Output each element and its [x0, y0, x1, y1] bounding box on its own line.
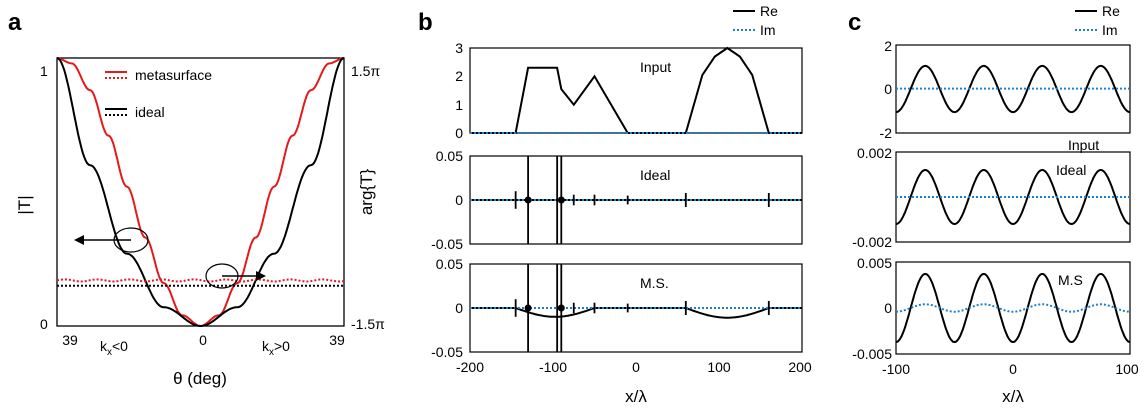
legend-ideal: ideal [135, 104, 165, 120]
a-xlabel: θ (deg) [173, 369, 227, 388]
a-kx-neg-k: k [100, 338, 108, 354]
panel-letter-c: c [848, 9, 861, 36]
c-label-input: Input [1068, 137, 1099, 153]
a-right-arrow-annotation [205, 263, 266, 289]
b-label-input: Input [640, 59, 671, 75]
c-legend-re: Re [1102, 3, 1120, 19]
a-ylabel-right: arg{T} [357, 169, 376, 216]
b-ytick-top-2: 2 [455, 68, 463, 84]
b-input-frame [469, 47, 803, 134]
a-ytick-right-0: -1.5π [351, 316, 385, 332]
b-ytick-top-1: 1 [455, 97, 463, 113]
b-xticks: -200 -100 0 100 200 [456, 359, 812, 375]
a-series-metasurface-dotted [56, 278, 345, 283]
b-ms-re-line [470, 307, 802, 319]
a-series-metasurface-solid [56, 57, 345, 328]
c-ytick-top-0: -2 [880, 125, 893, 141]
b-label-ms: M.S. [640, 275, 669, 291]
b-ideal-dot-0 [524, 196, 532, 204]
a-kx-pos-k: k [262, 338, 270, 354]
c-xlabel: x/λ [1002, 387, 1024, 406]
panel-b-plot [470, 46, 802, 352]
b-ideal-dot-1 [557, 196, 565, 204]
c-ytick-mid-1: 0.002 [857, 145, 892, 161]
a-ytick-left-1: 1 [40, 63, 48, 79]
b-input-re-line [470, 46, 802, 134]
a-left-arrow-annotation [74, 227, 149, 253]
a-xtick-center: 0 [199, 332, 207, 348]
a-kx-pos-cond: >0 [274, 338, 290, 354]
panel-letter-a: a [8, 9, 22, 36]
a-ytick-left-0: 0 [40, 316, 48, 332]
c-ms-re-line [895, 273, 1131, 344]
c-xtick-1: 0 [1009, 361, 1017, 377]
c-ytick-bot-0: -0.005 [852, 346, 892, 362]
a-xtick-left: 39 [62, 332, 78, 348]
a-kx-neg-cond: <0 [112, 338, 128, 354]
c-ytick-top-1: 0 [884, 81, 892, 97]
c-ytick-mid-0: -0.002 [852, 234, 892, 250]
b-ytick-mid-1: 0 [455, 192, 463, 208]
b-label-ideal: Ideal [640, 167, 670, 183]
b-legend-im: Im [760, 22, 776, 38]
a-kx-neg: kx<0 [100, 338, 128, 358]
c-ytick-bot-1: 0 [884, 300, 892, 316]
c-input-re-line [895, 64, 1131, 114]
c-ytick-bot-2: 0.005 [857, 255, 892, 271]
b-ytick-mid-2: 0.05 [436, 148, 463, 164]
b-xtick-2: 0 [632, 359, 640, 375]
c-label-ideal: Ideal [1056, 162, 1086, 178]
b-xtick-0: -200 [456, 359, 484, 375]
b-yticks: 0 1 2 3 0.05 0 -0.05 0.05 0 -0.05 [431, 40, 463, 360]
a-ylabel-left: |T| [15, 195, 34, 214]
b-ytick-mid-0: -0.05 [431, 236, 463, 252]
b-xtick-3: 100 [707, 359, 731, 375]
b-xtick-1: -100 [539, 359, 567, 375]
panel-letter-b: b [418, 9, 433, 36]
a-ytick-right-1: 1.5π [351, 63, 380, 79]
b-xtick-4: 200 [788, 359, 812, 375]
panel-a-frame [56, 57, 345, 327]
b-ytick-bot-0: -0.05 [431, 344, 463, 360]
c-ideal-re-line [895, 169, 1131, 226]
c-yticks: 2 0 -2 0.002 -0.002 0.005 0 -0.005 [852, 38, 892, 362]
a-series-ideal-solid [56, 57, 345, 328]
a-kx-neg-sub: x [107, 347, 112, 358]
b-ytick-top-3: 3 [455, 40, 463, 56]
c-ytick-top-2: 2 [884, 38, 892, 54]
a-xtick-right: 39 [329, 332, 345, 348]
c-xticks: -100 0 100 [882, 361, 1139, 377]
legend-metasurface: metasurface [135, 67, 212, 83]
c-xtick-0: -100 [882, 361, 910, 377]
a-kx-pos-sub: x [269, 347, 274, 358]
b-legend-re: Re [760, 3, 778, 19]
a-kx-pos: kx>0 [262, 338, 290, 358]
c-legend-im: Im [1102, 22, 1118, 38]
b-ytick-bot-2: 0.05 [436, 256, 463, 272]
c-label-ms: M.S [1058, 272, 1083, 288]
b-ms-dot-1 [557, 304, 565, 312]
b-ms-dot-0 [524, 304, 532, 312]
panel-c-plot [895, 64, 1131, 344]
c-xtick-2: 100 [1115, 361, 1139, 377]
b-xlabel: x/λ [625, 387, 647, 406]
c-ms-im-line [896, 303, 1130, 313]
c-ms-frame [895, 261, 1131, 355]
panel-a-plot [56, 57, 345, 328]
b-ytick-bot-1: 0 [455, 300, 463, 316]
b-ytick-top-0: 0 [455, 125, 463, 141]
